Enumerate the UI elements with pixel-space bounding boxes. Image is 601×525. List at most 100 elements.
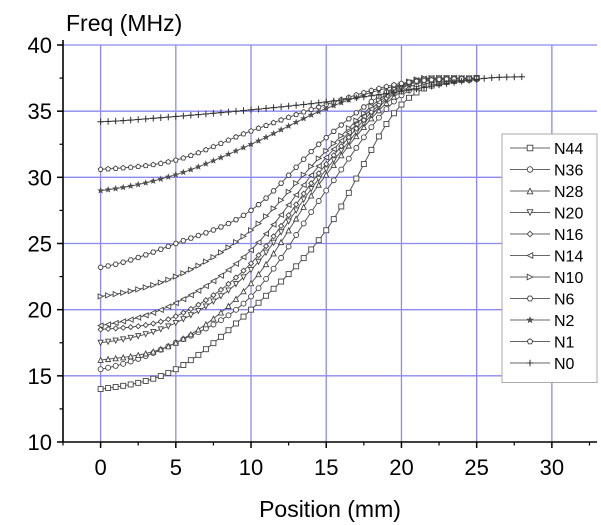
data-point bbox=[209, 277, 217, 285]
data-point bbox=[518, 73, 526, 81]
data-point bbox=[262, 260, 270, 268]
data-point bbox=[315, 155, 323, 162]
y-tick-label: 25 bbox=[28, 232, 52, 257]
data-point bbox=[315, 103, 322, 110]
data-point bbox=[142, 115, 150, 123]
data-point bbox=[195, 262, 202, 269]
data-point bbox=[97, 326, 104, 333]
data-point bbox=[232, 147, 240, 154]
data-point bbox=[127, 323, 134, 331]
legend-marker bbox=[526, 230, 534, 238]
data-point bbox=[383, 121, 390, 128]
data-point bbox=[270, 188, 277, 194]
data-point bbox=[307, 172, 315, 179]
data-point bbox=[300, 108, 307, 115]
data-point bbox=[308, 180, 315, 187]
data-point bbox=[330, 101, 338, 109]
data-point bbox=[428, 76, 435, 83]
data-point bbox=[300, 190, 307, 197]
data-point bbox=[360, 123, 368, 130]
data-point bbox=[172, 240, 179, 247]
data-point bbox=[293, 232, 300, 238]
data-point bbox=[338, 203, 345, 210]
data-point bbox=[120, 289, 127, 296]
data-point bbox=[240, 267, 247, 274]
data-point bbox=[172, 299, 179, 307]
data-point bbox=[180, 309, 187, 316]
data-point bbox=[255, 299, 262, 306]
data-point bbox=[135, 379, 142, 386]
data-point bbox=[263, 275, 270, 282]
data-point bbox=[285, 212, 292, 219]
data-point bbox=[233, 133, 239, 140]
data-point bbox=[195, 111, 202, 118]
data-point bbox=[142, 349, 149, 357]
legend-item-n28: N28 bbox=[510, 184, 583, 201]
data-point bbox=[217, 153, 225, 161]
data-point bbox=[248, 227, 255, 234]
data-point bbox=[202, 146, 209, 153]
data-point bbox=[255, 270, 262, 278]
legend-item-n44: N44 bbox=[510, 141, 583, 158]
data-point bbox=[187, 152, 194, 159]
data-point bbox=[194, 163, 202, 170]
data-point bbox=[300, 220, 307, 227]
data-point bbox=[255, 285, 262, 292]
legend: N44 N36 N28 N20 N16 N14 N10 N6 N2 N1 N0 bbox=[501, 133, 598, 383]
legend-item-n36: N36 bbox=[510, 163, 583, 180]
data-point bbox=[119, 336, 127, 343]
data-point bbox=[278, 254, 285, 261]
data-point bbox=[150, 320, 157, 327]
data-point bbox=[225, 327, 232, 334]
data-point bbox=[180, 269, 187, 277]
data-point bbox=[247, 106, 255, 114]
data-point bbox=[119, 117, 127, 124]
data-point bbox=[142, 331, 149, 338]
data-point bbox=[338, 151, 345, 159]
data-point bbox=[104, 186, 112, 193]
data-point bbox=[270, 205, 278, 212]
data-point bbox=[270, 285, 277, 292]
data-point bbox=[368, 87, 375, 93]
data-point bbox=[277, 126, 285, 133]
data-point bbox=[127, 334, 134, 342]
legend-marker bbox=[526, 338, 534, 345]
legend-item-n10: N10 bbox=[510, 270, 583, 287]
data-point bbox=[172, 157, 179, 163]
data-point bbox=[270, 129, 278, 137]
data-point bbox=[187, 235, 194, 241]
data-point bbox=[240, 143, 247, 151]
data-point bbox=[262, 242, 270, 250]
data-point bbox=[315, 198, 322, 204]
data-point bbox=[195, 351, 202, 358]
data-point bbox=[255, 220, 263, 227]
data-point bbox=[217, 109, 225, 116]
y-axis-title: Freq (MHz) bbox=[66, 10, 182, 36]
data-point bbox=[224, 266, 232, 274]
data-point bbox=[210, 298, 217, 305]
series-n14 bbox=[97, 74, 480, 329]
data-point bbox=[330, 97, 338, 105]
data-point bbox=[330, 216, 337, 223]
data-point bbox=[428, 82, 435, 90]
data-point bbox=[210, 143, 217, 150]
legend-marker bbox=[526, 209, 534, 217]
legend-item-n14: N14 bbox=[510, 249, 583, 266]
data-point bbox=[368, 124, 375, 131]
data-point bbox=[262, 230, 270, 238]
data-point bbox=[187, 266, 195, 273]
data-point bbox=[383, 90, 390, 97]
y-tick-label: 40 bbox=[28, 33, 52, 58]
data-point bbox=[495, 74, 503, 81]
data-point bbox=[164, 303, 172, 310]
data-point bbox=[307, 192, 315, 199]
y-tick-label: 35 bbox=[28, 99, 52, 124]
data-point bbox=[217, 333, 224, 340]
data-point bbox=[119, 183, 127, 191]
data-point bbox=[179, 168, 187, 176]
data-point bbox=[240, 253, 247, 261]
data-point bbox=[278, 116, 285, 123]
data-point bbox=[240, 300, 247, 307]
data-point bbox=[292, 207, 300, 214]
data-point bbox=[255, 239, 262, 246]
